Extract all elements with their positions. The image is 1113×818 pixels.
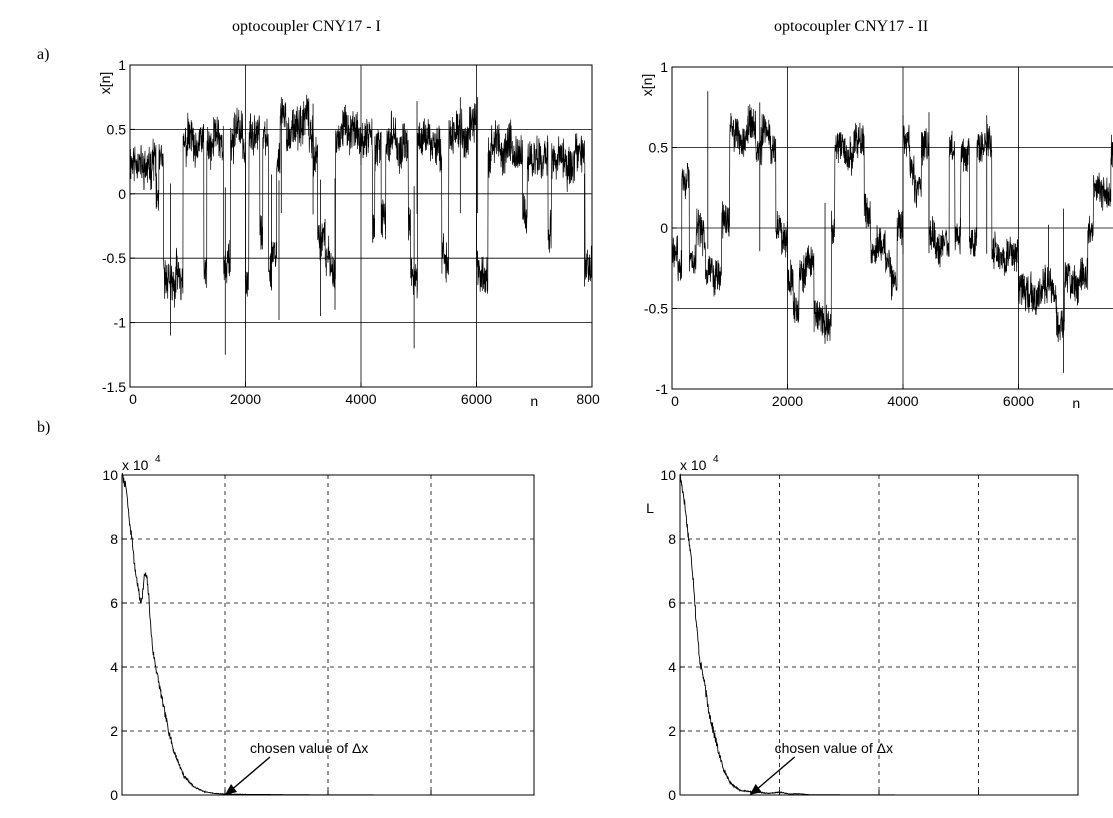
y-tick-label: 0.5 bbox=[649, 140, 669, 156]
y-tick-label: 2 bbox=[668, 723, 676, 739]
y-axis-label: L bbox=[646, 500, 654, 516]
annotation-arrow-head bbox=[749, 784, 762, 795]
y-tick-label: 10 bbox=[102, 467, 118, 483]
annotation-arrow-line bbox=[228, 756, 271, 793]
x-tick-label: 2 bbox=[1074, 799, 1082, 800]
x-axis-label: n bbox=[530, 393, 538, 409]
scale-factor: x 10 bbox=[680, 457, 707, 473]
y-tick-label: 10 bbox=[660, 467, 676, 483]
x-tick-label: 0.5 bbox=[770, 799, 790, 800]
x-tick-label: 2000 bbox=[772, 393, 803, 409]
x-tick-label: 1 bbox=[875, 799, 883, 800]
y-tick-label: -1 bbox=[656, 381, 669, 397]
y-tick-label: -0.5 bbox=[102, 250, 126, 266]
y-tick-label: 0 bbox=[668, 787, 676, 800]
x-tick-label: 0 bbox=[121, 799, 129, 800]
y-tick-label: 0 bbox=[110, 787, 118, 800]
x-tick-label: 4000 bbox=[345, 391, 376, 407]
row-label-b: b) bbox=[37, 419, 51, 436]
y-tick-label: 4 bbox=[110, 659, 118, 675]
x-axis-label: n bbox=[1072, 395, 1080, 411]
y-tick-label: 0 bbox=[118, 186, 126, 202]
signal-line bbox=[671, 104, 1113, 343]
x-tick-label: 1.5 bbox=[969, 799, 989, 800]
y-tick-label: 1 bbox=[118, 57, 126, 73]
scale-factor: x 10 bbox=[122, 457, 149, 473]
x-tick-label: 1 bbox=[324, 799, 332, 800]
y-tick-label: -1.5 bbox=[102, 379, 126, 395]
x-tick-label: 8000 bbox=[576, 391, 600, 407]
plot-a-right: 02000400060008000-1-0.500.51x[n]n bbox=[640, 59, 1113, 411]
annotation-label: chosen value of Δx bbox=[250, 740, 368, 756]
x-tick-label: 0 bbox=[129, 391, 137, 407]
x-tick-label: 1.5 bbox=[421, 799, 441, 800]
y-tick-label: 0.5 bbox=[107, 121, 127, 137]
y-tick-label: 6 bbox=[110, 595, 118, 611]
x-tick-label: 6000 bbox=[461, 391, 492, 407]
y-axis-label: x[n] bbox=[640, 74, 655, 97]
x-tick-label: 6000 bbox=[1003, 393, 1034, 409]
scale-exponent: 4 bbox=[155, 454, 161, 465]
plot-a-left: 0 2000 4000 6000 8000 -1.5 -1 -0.5 0 0.5 1 x[n] n bbox=[100, 57, 600, 409]
annotation-arrow-head bbox=[225, 784, 237, 795]
x-tick-label: 0.5 bbox=[215, 799, 235, 800]
y-tick-label: 6 bbox=[668, 595, 676, 611]
y-tick-label: 4 bbox=[668, 659, 676, 675]
x-tick-label: 0 bbox=[679, 799, 687, 800]
y-tick-label: 2 bbox=[110, 723, 118, 739]
y-tick-label: 8 bbox=[668, 531, 676, 547]
x-tick-label: 0 bbox=[671, 393, 679, 409]
title-right: optocoupler CNY17 - II bbox=[774, 18, 929, 35]
x-tick-label: 4000 bbox=[887, 393, 918, 409]
y-tick-label: 1 bbox=[660, 59, 668, 75]
annotation-label: chosen value of Δx bbox=[775, 740, 893, 756]
y-tick-label: 8 bbox=[110, 531, 118, 547]
row-label-a: a) bbox=[37, 46, 50, 63]
annotation-arrow-line bbox=[753, 756, 796, 793]
y-axis-label: x[n] bbox=[100, 72, 113, 95]
y-tick-label: 0 bbox=[660, 220, 668, 236]
scale-exponent: 4 bbox=[713, 454, 719, 465]
y-tick-label: -0.5 bbox=[644, 301, 668, 317]
signal-line bbox=[129, 94, 593, 308]
y-tick-label: -1 bbox=[114, 315, 127, 331]
x-tick-label: 2 bbox=[530, 799, 538, 800]
title-left: optocoupler CNY17 - I bbox=[232, 18, 381, 35]
x-tick-label: 2000 bbox=[230, 391, 261, 407]
